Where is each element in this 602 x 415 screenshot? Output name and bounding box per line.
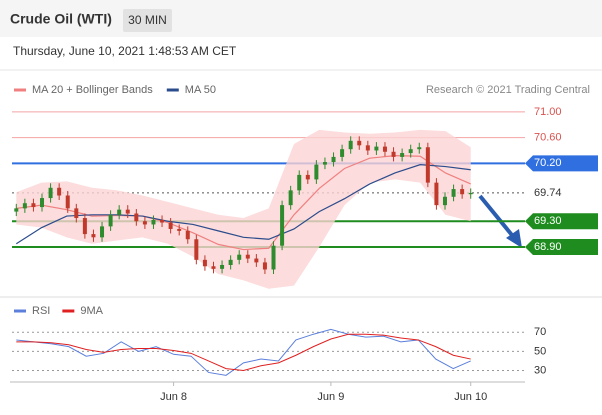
x-tick-label: Jun 8 <box>160 391 187 403</box>
legend-label: MA 50 <box>185 84 216 96</box>
candle-body <box>228 259 233 265</box>
candle-body <box>365 145 370 151</box>
y-tick-label: 30 <box>534 364 546 376</box>
indicator-line <box>16 328 471 376</box>
candle-body <box>211 266 216 269</box>
candle-body <box>408 149 413 154</box>
forecast-arrowhead <box>506 229 522 248</box>
candle-body <box>22 203 27 209</box>
title: Crude Oil (WTI) <box>10 11 112 27</box>
candle-body <box>374 146 379 151</box>
timeframe: 30 MIN <box>128 13 167 27</box>
candle-body <box>314 164 319 180</box>
timestamp: Thursday, June 10, 2021 1:48:53 AM CET <box>13 44 237 58</box>
candle-body <box>160 219 165 223</box>
y-tick-label: 50 <box>534 345 546 357</box>
indicator-line <box>16 333 471 372</box>
bollinger-band <box>16 129 471 289</box>
candle-body <box>14 208 19 212</box>
x-tick-label: Jun 9 <box>317 391 344 403</box>
candle-body <box>151 219 156 225</box>
y-tick-label: 70 <box>534 326 546 338</box>
candle-body <box>74 208 79 219</box>
candle-body <box>245 254 250 259</box>
candle-body <box>331 156 336 163</box>
source: Research © 2021 Trading Central <box>426 84 590 96</box>
candle-body <box>100 226 105 238</box>
candle-body <box>280 205 285 246</box>
candle-body <box>91 234 96 238</box>
candle-body <box>468 192 473 195</box>
candle-body <box>117 209 122 215</box>
candle-body <box>357 140 362 146</box>
candle-body <box>40 198 45 208</box>
candle-body <box>391 151 396 157</box>
candle-body <box>254 258 259 263</box>
candle-body <box>442 196 447 206</box>
legend-label: RSI <box>32 305 50 317</box>
level-tag <box>525 155 598 172</box>
candle-body <box>168 222 173 229</box>
candle-body <box>322 162 327 165</box>
candle-body <box>65 195 70 209</box>
candle-body <box>194 239 199 260</box>
candle-body <box>288 190 293 206</box>
candle-body <box>134 213 139 222</box>
candle-body <box>125 209 130 214</box>
legend-label: MA 20 + Bollinger Bands <box>32 84 153 96</box>
candle-body <box>220 264 225 269</box>
level-label: 70.20 <box>534 157 562 169</box>
level-tag <box>525 213 598 230</box>
candle-body <box>177 228 182 231</box>
timeframe-badge <box>123 9 172 32</box>
candle-body <box>262 262 267 270</box>
candle-body <box>237 254 242 260</box>
candle-body <box>31 203 36 208</box>
candle-body <box>400 153 405 157</box>
candle-body <box>348 140 353 150</box>
level-label: 69.30 <box>534 215 562 227</box>
ma-line <box>15 164 471 245</box>
level-label: 71.00 <box>534 106 562 118</box>
candle-body <box>451 189 456 197</box>
candle-body <box>425 147 430 183</box>
candle-body <box>305 174 310 180</box>
candle-body <box>271 245 276 270</box>
header-bar <box>0 0 602 37</box>
candle-body <box>202 259 207 267</box>
candle-body <box>82 218 87 235</box>
candle-body <box>417 147 422 150</box>
candle-body <box>108 214 113 227</box>
level-label: 68.90 <box>534 241 562 253</box>
candle-body <box>142 221 147 225</box>
candle-body <box>434 182 439 206</box>
candle-body <box>48 187 53 199</box>
candle-body <box>185 230 190 240</box>
level-label: 69.74 <box>534 187 562 199</box>
candle-body <box>460 189 465 195</box>
legend-label: 9MA <box>80 305 103 317</box>
candle-body <box>297 174 302 191</box>
candle-body <box>382 146 387 152</box>
candle-body <box>340 149 345 157</box>
forecast-arrow <box>478 194 518 242</box>
x-tick-label: Jun 10 <box>454 391 487 403</box>
level-label: 70.60 <box>534 132 562 144</box>
level-tag <box>525 238 598 255</box>
candle-body <box>57 187 62 196</box>
